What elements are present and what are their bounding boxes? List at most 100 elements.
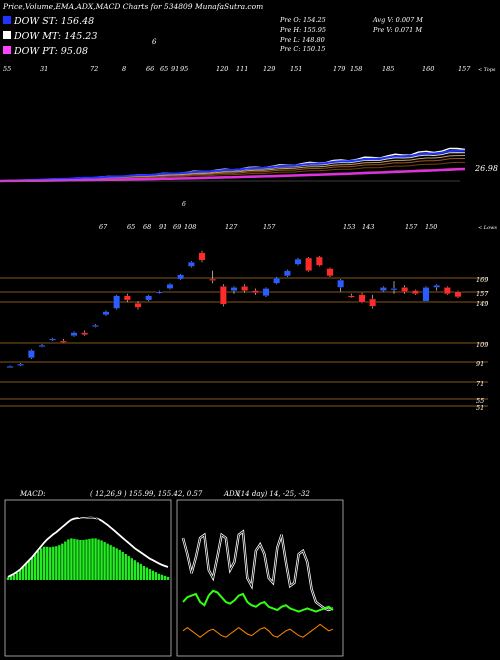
dow-st-line [0, 149, 466, 182]
candle-body [91, 325, 99, 327]
price-level-label: 91 [476, 360, 484, 368]
macd-hist-bar [52, 546, 55, 580]
macd-hist-bar [157, 573, 161, 580]
macd-hist-bar [109, 545, 112, 580]
macd-hist-bar [115, 548, 118, 580]
chart-title: Price,Volume,EMA,ADX,MACD Charts for 534… [2, 2, 263, 11]
candle-body [177, 274, 185, 280]
tops-label: 66 [146, 65, 154, 73]
candle-body [102, 311, 110, 315]
prev-high: Pre H: 155.95 [279, 26, 326, 34]
lows-label: 67 [99, 223, 108, 231]
macd-hist-bar [58, 545, 61, 580]
dow-pt-swatch [3, 46, 11, 54]
adx-title: ADX [223, 490, 241, 498]
candle-body [230, 287, 238, 291]
macd-hist-bar [18, 570, 22, 580]
candle-body [294, 258, 302, 265]
candle-body [187, 262, 195, 267]
macd-hist-bar [100, 540, 103, 580]
macd-hist-bar [106, 543, 109, 580]
macd-line [7, 512, 169, 576]
macd-hist-bar [82, 539, 85, 580]
candle-body [443, 287, 451, 294]
candle-body [433, 285, 441, 288]
macd-hist-bar [30, 557, 34, 580]
lows-label: 68 [143, 223, 151, 231]
macd-hist-bar [91, 538, 94, 580]
macd-hist-bar [160, 574, 164, 580]
tops-label: 157 [458, 65, 471, 73]
prev-volume: Pre V: 0.071 M [372, 26, 422, 34]
tops-labels-row: 55 31 72 8 66 65 91 95 120 111 129 151 179 158 185 160 1… [3, 65, 471, 73]
lows-label: 143 [362, 223, 374, 231]
macd-histogram [6, 538, 170, 580]
avg-volume: Avg V: 0.007 M [372, 16, 423, 24]
candle-body [198, 252, 206, 261]
macd-hist-bar [27, 560, 31, 580]
candle-body [273, 277, 281, 284]
plus-di-line [182, 589, 334, 613]
prev-open: Pre O: 154.25 [279, 16, 326, 24]
prev-close: Pre C: 150.15 [279, 45, 325, 53]
candle-body [49, 338, 57, 341]
candle-body [401, 287, 409, 292]
candle-body [390, 288, 398, 291]
macd-hist-bar [15, 572, 19, 580]
macd-hist-bar [40, 548, 43, 580]
macd-hist-bar [76, 539, 79, 580]
macd-hist-bar [136, 562, 140, 580]
macd-hist-bar [49, 547, 52, 580]
tops-label: 160 [422, 65, 434, 73]
tops-label: 8 [122, 65, 126, 73]
macd-hist-bar [85, 539, 88, 580]
lows-label: 153 [343, 223, 355, 231]
candle-body [59, 340, 67, 343]
ema-panel [0, 147, 466, 183]
dow-st-swatch [3, 16, 11, 24]
candle-body [113, 295, 121, 309]
adx-frame [176, 499, 344, 657]
candle-body [241, 286, 249, 291]
prev-low: Pre L: 148.80 [279, 36, 325, 44]
macd-hist-bar [118, 549, 121, 580]
macd-hist-bar [43, 546, 46, 580]
candle-body [326, 268, 334, 277]
macd-hist-bar [61, 543, 64, 580]
dow-pt-line [0, 167, 466, 183]
macd-hist-bar [64, 541, 67, 580]
adx-params: (14 day) 14, -25, -32 [238, 490, 310, 498]
macd-hist-bar [154, 572, 158, 580]
dow-pt-value-label: 26.98 [474, 164, 498, 173]
tops-label: 65 [160, 65, 168, 73]
macd-hist-bar [6, 577, 10, 580]
macd-hist-bar [46, 546, 49, 580]
candle-body [166, 284, 174, 289]
minus-di-line [182, 623, 334, 638]
lows-label: 108 [184, 223, 196, 231]
candle-body [145, 295, 153, 301]
macd-hist-bar [166, 576, 170, 580]
macd-hist-bar [88, 538, 91, 580]
dow-mt-label: DOW MT: 145.23 [13, 31, 97, 42]
macd-hist-bar [124, 554, 127, 580]
tops-label: 55 [3, 65, 11, 73]
macd-hist-bar [139, 563, 143, 580]
macd-hist-bar [127, 556, 130, 580]
candle-body [283, 270, 291, 277]
macd-hist-bar [9, 575, 13, 580]
macd-hist-bar [24, 563, 28, 580]
macd-hist-bar [12, 574, 16, 580]
tops-label: 72 [90, 65, 98, 73]
macd-hist-bar [94, 538, 97, 580]
candle-body [422, 287, 430, 302]
candle-body [27, 350, 35, 358]
candle-body [347, 295, 355, 298]
tops-label: 120 [216, 65, 228, 73]
macd-hist-bar [55, 546, 58, 580]
candle-body [70, 332, 78, 336]
macd-hist-bar [145, 567, 149, 580]
price-level-label: 157 [476, 290, 489, 298]
macd-hist-bar [130, 558, 133, 580]
